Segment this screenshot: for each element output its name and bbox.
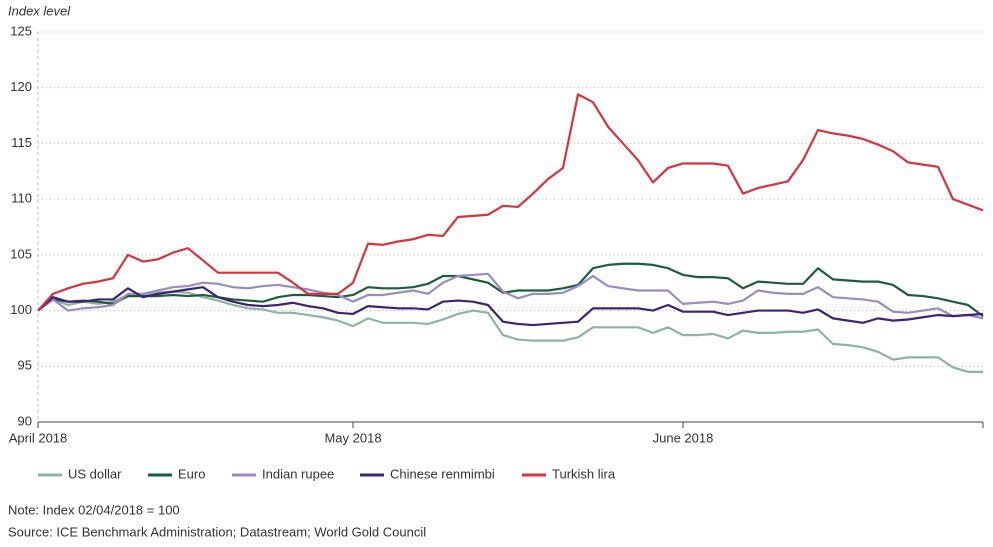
legend-label: US dollar (68, 466, 122, 481)
y-tick-label: 105 (10, 246, 32, 261)
y-tick-label: 90 (18, 413, 32, 428)
y-tick-label: 110 (11, 191, 32, 206)
source: Source: ICE Benchmark Administration; Da… (8, 524, 426, 539)
series-line (37, 262, 984, 318)
note: Note: Index 02/04/2018 = 100 (8, 502, 180, 517)
x-tick-label: May 2018 (324, 430, 381, 445)
legend-label: Chinese renmimbi (390, 466, 495, 481)
y-tick-label: 120 (10, 79, 32, 94)
series-line (37, 290, 983, 373)
x-tick-label: April 2018 (9, 430, 68, 445)
y-tick-label: 100 (10, 302, 32, 317)
legend-label: Turkish lira (552, 466, 616, 481)
legend-label: Euro (178, 466, 205, 481)
series-line (37, 272, 984, 320)
y-tick-label: 125 (10, 23, 32, 38)
legend-label: Indian rupee (262, 466, 334, 481)
y-tick-label: 115 (11, 135, 32, 150)
series-line (37, 286, 984, 327)
y-axis-label: Index level (8, 3, 71, 18)
y-tick-label: 95 (18, 358, 32, 373)
series-line (37, 93, 984, 312)
x-tick-label: June 2018 (653, 430, 714, 445)
